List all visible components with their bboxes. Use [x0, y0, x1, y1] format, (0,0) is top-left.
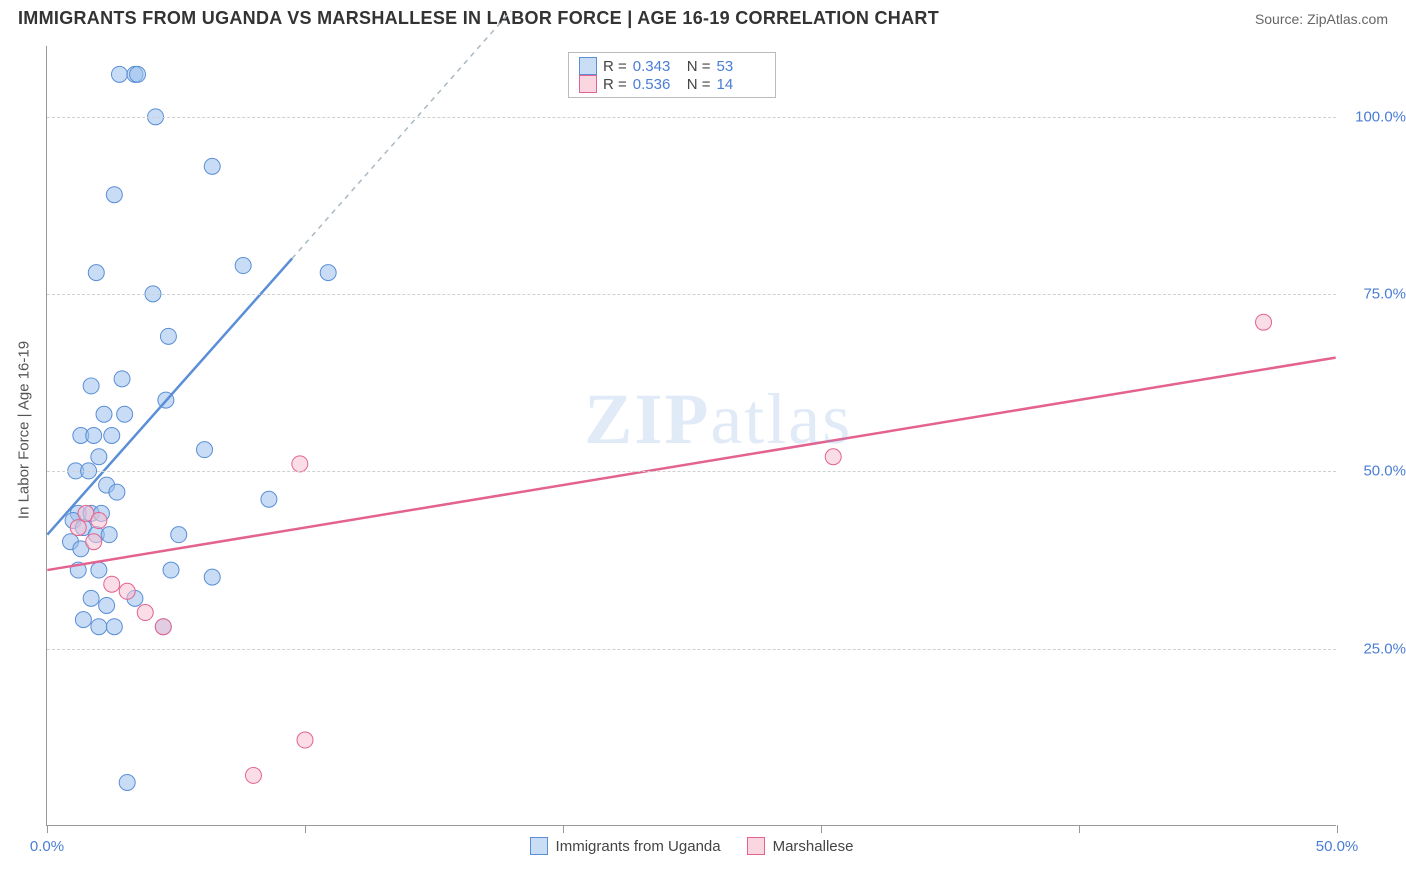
scatter-point-uganda — [204, 569, 220, 585]
xtick — [305, 825, 306, 833]
scatter-point-uganda — [197, 442, 213, 458]
gridline — [47, 117, 1336, 118]
r-value-uganda: 0.343 — [633, 58, 681, 75]
scatter-point-uganda — [101, 527, 117, 543]
scatter-point-uganda — [114, 371, 130, 387]
scatter-point-uganda — [96, 406, 112, 422]
scatter-point-uganda — [117, 406, 133, 422]
scatter-point-uganda — [261, 491, 277, 507]
scatter-point-marshallese — [1256, 314, 1272, 330]
gridline — [47, 294, 1336, 295]
n-label: N = — [687, 58, 711, 75]
scatter-point-uganda — [204, 158, 220, 174]
xtick — [821, 825, 822, 833]
scatter-point-uganda — [235, 258, 251, 274]
scatter-point-marshallese — [86, 534, 102, 550]
trendline-uganda — [47, 258, 292, 534]
legend-swatch-uganda — [579, 57, 597, 75]
gridline — [47, 471, 1336, 472]
y-axis-label: In Labor Force | Age 16-19 — [16, 341, 33, 519]
n-label: N = — [687, 76, 711, 93]
legend-item-uganda: Immigrants from Uganda — [530, 837, 721, 855]
scatter-point-uganda — [320, 265, 336, 281]
xtick — [47, 825, 48, 833]
scatter-point-marshallese — [825, 449, 841, 465]
scatter-point-uganda — [163, 562, 179, 578]
scatter-point-marshallese — [119, 583, 135, 599]
scatter-point-uganda — [91, 619, 107, 635]
scatter-point-uganda — [130, 66, 146, 82]
xtick-label: 50.0% — [1316, 838, 1359, 855]
scatter-svg — [47, 46, 1336, 825]
legend-swatch-uganda-bottom — [530, 837, 548, 855]
legend-swatch-marshallese — [579, 75, 597, 93]
scatter-point-uganda — [109, 484, 125, 500]
trendline-dash-uganda — [292, 11, 511, 259]
scatter-point-uganda — [106, 619, 122, 635]
legend-item-marshallese: Marshallese — [747, 837, 854, 855]
scatter-point-uganda — [86, 428, 102, 444]
bottom-legend: Immigrants from Uganda Marshallese — [47, 837, 1336, 855]
scatter-point-marshallese — [104, 576, 120, 592]
scatter-point-marshallese — [245, 767, 261, 783]
r-value-marshallese: 0.536 — [633, 76, 681, 93]
chart-plot-area: ZIPatlas R = 0.343 N = 53 R = 0.536 N = … — [46, 46, 1336, 826]
gridline — [47, 649, 1336, 650]
ytick-label: 50.0% — [1346, 463, 1406, 480]
chart-title: IMMIGRANTS FROM UGANDA VS MARSHALLESE IN… — [18, 8, 939, 29]
scatter-point-uganda — [111, 66, 127, 82]
legend-swatch-marshallese-bottom — [747, 837, 765, 855]
scatter-point-uganda — [91, 449, 107, 465]
scatter-point-marshallese — [292, 456, 308, 472]
ytick-label: 100.0% — [1346, 108, 1406, 125]
scatter-point-uganda — [104, 428, 120, 444]
scatter-point-uganda — [88, 265, 104, 281]
scatter-point-uganda — [119, 775, 135, 791]
ytick-label: 25.0% — [1346, 640, 1406, 657]
legend-label-uganda: Immigrants from Uganda — [556, 838, 721, 855]
scatter-point-uganda — [83, 378, 99, 394]
scatter-point-uganda — [91, 562, 107, 578]
r-label: R = — [603, 76, 627, 93]
r-label: R = — [603, 58, 627, 75]
scatter-point-uganda — [106, 187, 122, 203]
scatter-point-marshallese — [70, 520, 86, 536]
ytick-label: 75.0% — [1346, 286, 1406, 303]
scatter-point-marshallese — [137, 605, 153, 621]
legend-stats-row-uganda: R = 0.343 N = 53 — [579, 57, 765, 75]
scatter-point-uganda — [160, 328, 176, 344]
legend-stats-row-marshallese: R = 0.536 N = 14 — [579, 75, 765, 93]
n-value-marshallese: 14 — [717, 76, 765, 93]
scatter-point-marshallese — [91, 512, 107, 528]
legend-stats-box: R = 0.343 N = 53 R = 0.536 N = 14 — [568, 52, 776, 98]
xtick — [563, 825, 564, 833]
xtick — [1337, 825, 1338, 833]
legend-label-marshallese: Marshallese — [773, 838, 854, 855]
scatter-point-uganda — [83, 590, 99, 606]
scatter-point-uganda — [99, 597, 115, 613]
source-label: Source: ZipAtlas.com — [1255, 11, 1388, 27]
xtick — [1079, 825, 1080, 833]
xtick-label: 0.0% — [30, 838, 64, 855]
scatter-point-uganda — [75, 612, 91, 628]
scatter-point-uganda — [171, 527, 187, 543]
n-value-uganda: 53 — [717, 58, 765, 75]
trendline-marshallese — [47, 358, 1335, 570]
scatter-point-marshallese — [297, 732, 313, 748]
scatter-point-marshallese — [155, 619, 171, 635]
